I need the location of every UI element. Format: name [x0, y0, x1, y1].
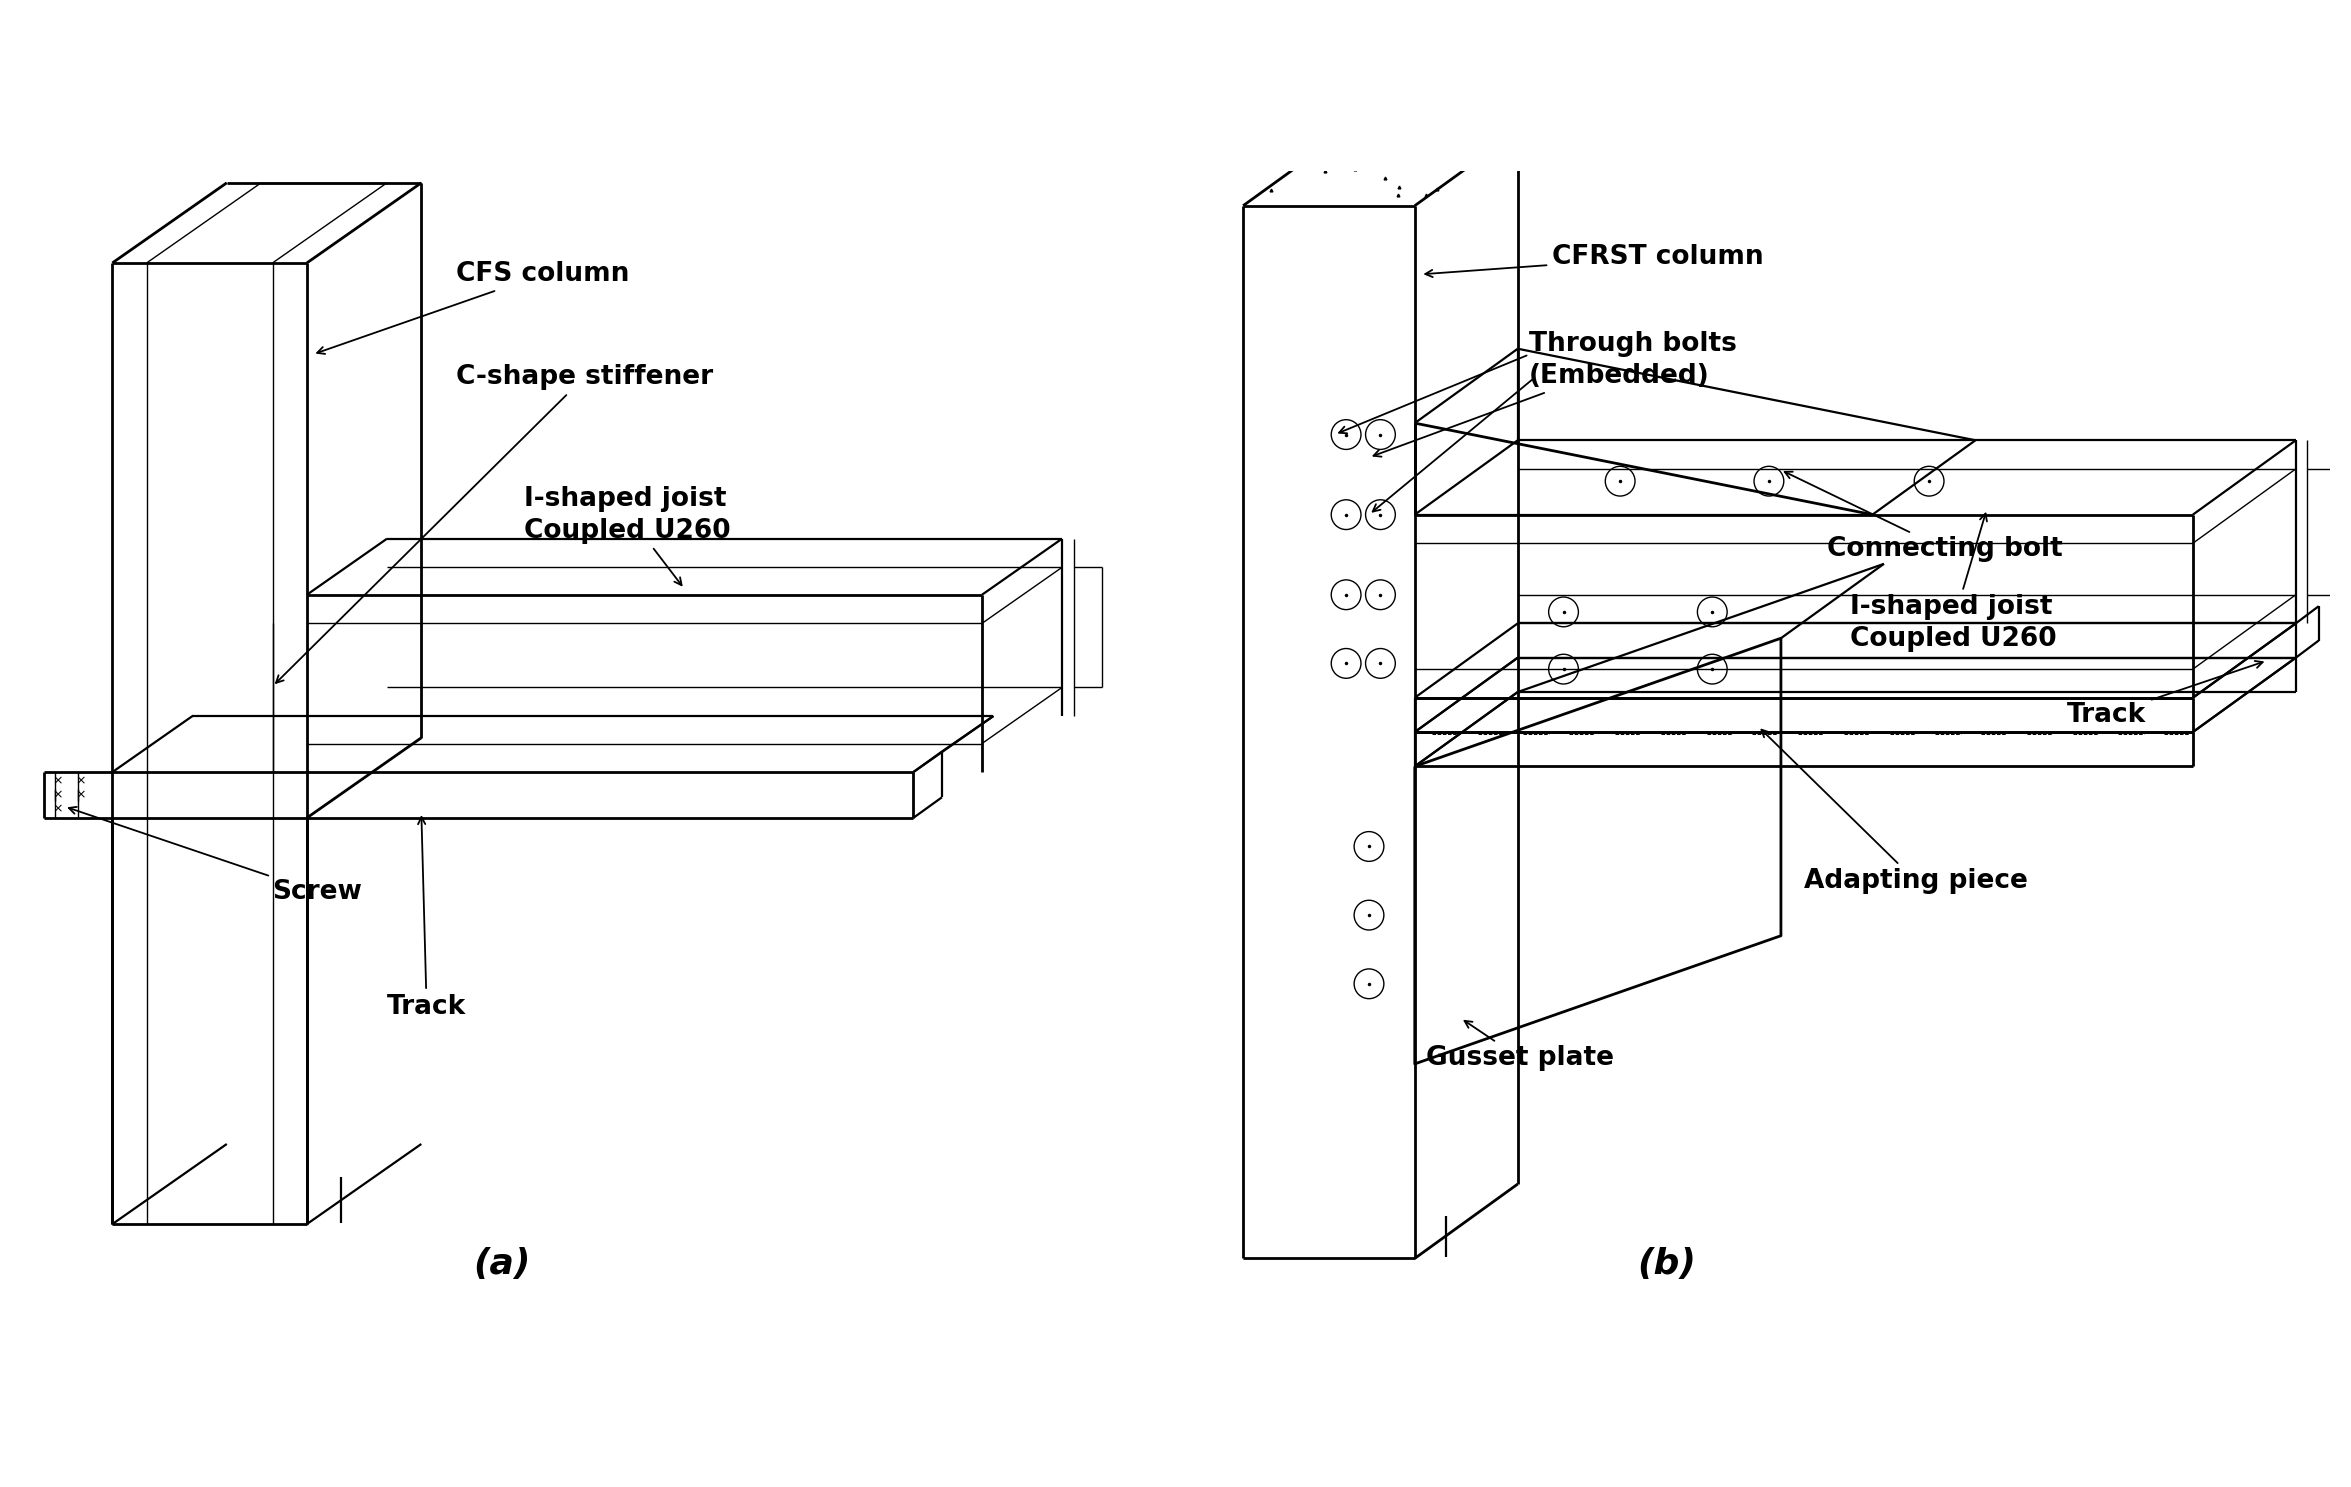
- Text: Track: Track: [2067, 662, 2262, 729]
- Text: Through bolts
(Embedded): Through bolts (Embedded): [1373, 332, 1737, 457]
- Text: ×: ×: [52, 801, 63, 815]
- Text: C-shape stiffener: C-shape stiffener: [275, 364, 712, 683]
- Text: ×: ×: [75, 775, 85, 788]
- Text: ×: ×: [52, 775, 63, 788]
- Text: CFS column: CFS column: [317, 262, 630, 354]
- Text: Connecting bolt: Connecting bolt: [1784, 471, 2062, 562]
- Text: I-shaped joist
Coupled U260: I-shaped joist Coupled U260: [1850, 513, 2057, 653]
- Text: Track: Track: [388, 816, 465, 1020]
- Text: (a): (a): [473, 1248, 529, 1282]
- Text: (b): (b): [1636, 1248, 1695, 1282]
- Text: I-shaped joist
Coupled U260: I-shaped joist Coupled U260: [524, 486, 731, 586]
- Text: Adapting piece: Adapting piece: [1761, 730, 2027, 894]
- Text: ×: ×: [52, 788, 63, 801]
- Text: Screw: Screw: [68, 807, 362, 906]
- Text: ×: ×: [75, 788, 85, 801]
- Text: Gusset plate: Gusset plate: [1427, 1020, 1615, 1071]
- Text: CFRST column: CFRST column: [1425, 244, 1763, 277]
